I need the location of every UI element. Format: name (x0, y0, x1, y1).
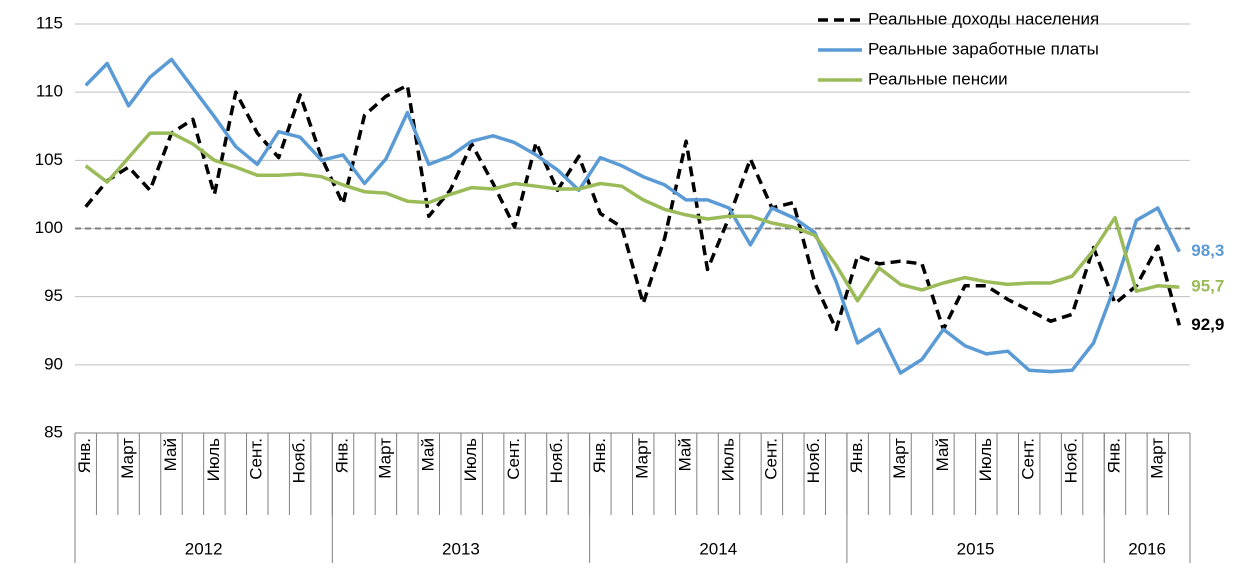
x-tick-label: Нояб. (547, 438, 566, 483)
x-tick-label: Янв. (590, 438, 609, 473)
x-tick-label: Июль (976, 438, 995, 482)
x-tick-label: Май (418, 438, 437, 471)
x-tick-label: Нояб. (804, 438, 823, 483)
value-label: 92,9 (1191, 315, 1224, 334)
legend-label: Реальные доходы населения (868, 9, 1099, 28)
x-tick-label: Май (933, 438, 952, 471)
x-tick-label: Янв. (333, 438, 352, 473)
x-tick-label: Нояб. (290, 438, 309, 483)
x-tick-label: Сент. (247, 438, 266, 480)
x-tick-label: Март (118, 438, 137, 479)
x-tick-label: Март (1147, 438, 1166, 479)
year-label: 2013 (442, 539, 480, 558)
y-tick-label: 100 (35, 218, 63, 237)
x-tick-label: Март (375, 438, 394, 479)
year-label: 2012 (185, 539, 223, 558)
value-label: 98,3 (1191, 241, 1224, 260)
x-tick-label: Март (633, 438, 652, 479)
y-tick-label: 110 (36, 82, 63, 101)
x-tick-label: Май (676, 438, 695, 471)
legend-label: Реальные пенсии (868, 69, 1008, 88)
x-tick-label: Нояб. (1062, 438, 1081, 483)
x-tick-label: Июль (461, 438, 480, 482)
year-label: 2015 (957, 539, 995, 558)
x-tick-label: Сент. (761, 438, 780, 480)
y-tick-label: 95 (44, 286, 63, 305)
series-line (84, 131, 1180, 303)
value-label: 95,7 (1191, 277, 1224, 296)
x-tick-label: Янв. (75, 438, 94, 473)
x-tick-label: Июль (718, 438, 737, 482)
legend-label: Реальные заработные платы (868, 39, 1099, 58)
x-tick-label: Май (161, 438, 180, 471)
x-tick-label: Март (890, 438, 909, 479)
series-line (84, 83, 1181, 332)
x-tick-label: Янв. (847, 438, 866, 473)
y-tick-label: 90 (44, 354, 63, 373)
year-label: 2016 (1128, 539, 1166, 558)
x-tick-label: Сент. (1019, 438, 1038, 480)
x-tick-label: Сент. (504, 438, 523, 480)
y-tick-label: 115 (36, 13, 63, 32)
series-line (84, 57, 1181, 375)
x-tick-label: Янв. (1104, 438, 1123, 473)
x-tick-label: Июль (204, 438, 223, 482)
y-tick-label: 105 (35, 150, 63, 169)
y-tick-label: 85 (44, 422, 63, 441)
year-label: 2014 (699, 539, 737, 558)
